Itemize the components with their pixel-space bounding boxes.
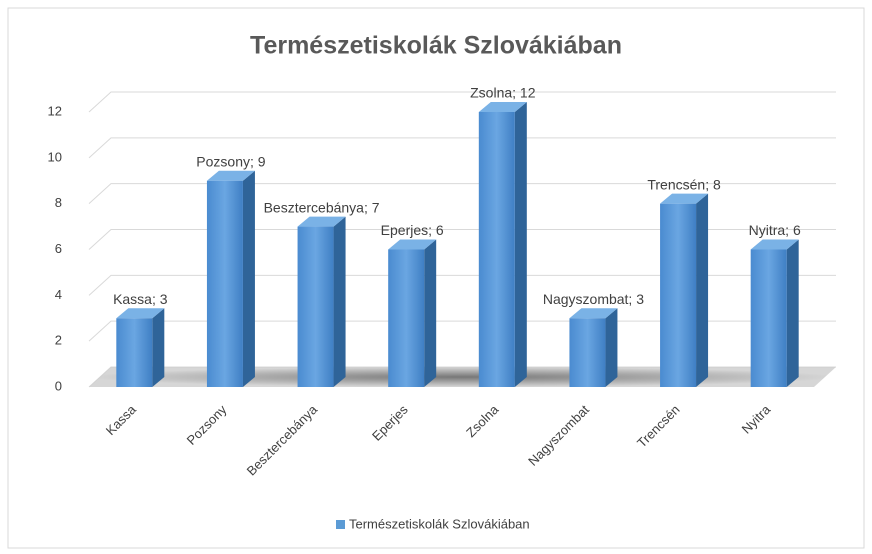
bar-top bbox=[660, 193, 709, 204]
y-tick-label: 2 bbox=[55, 333, 62, 348]
y-tick-label: 10 bbox=[48, 149, 62, 164]
bar-side bbox=[242, 170, 255, 387]
chart-title: Természetiskolák Szlovákiában bbox=[250, 32, 622, 60]
grid-line bbox=[88, 183, 836, 205]
y-tick-label: 6 bbox=[55, 241, 62, 256]
bar-side bbox=[786, 239, 799, 387]
bar-top bbox=[116, 308, 165, 319]
bar-top bbox=[388, 239, 437, 250]
bar-top bbox=[297, 216, 346, 227]
bar-side bbox=[514, 102, 527, 387]
data-label: Trencsén; 8 bbox=[647, 176, 721, 192]
bar bbox=[660, 203, 697, 387]
y-tick-label: 8 bbox=[55, 195, 62, 210]
bar bbox=[206, 180, 243, 387]
bar-side bbox=[333, 216, 346, 387]
data-label: Pozsony; 9 bbox=[196, 153, 265, 169]
y-tick-label: 4 bbox=[55, 287, 62, 302]
grid-line bbox=[88, 91, 836, 113]
data-label: Besztercebánya; 7 bbox=[264, 199, 380, 215]
bar bbox=[569, 318, 606, 387]
bar bbox=[116, 318, 153, 387]
y-tick-label: 0 bbox=[55, 378, 62, 393]
legend-swatch bbox=[336, 520, 345, 529]
data-label: Nyitra; 6 bbox=[749, 222, 801, 238]
bar bbox=[297, 226, 334, 387]
y-tick-label: 12 bbox=[48, 103, 62, 118]
data-label: Nagyszombat; 3 bbox=[543, 291, 644, 307]
grid-line bbox=[88, 137, 836, 159]
bar-side bbox=[152, 308, 165, 387]
bar-side bbox=[696, 193, 709, 387]
data-label: Kassa; 3 bbox=[113, 291, 168, 307]
data-label: Zsolna; 12 bbox=[470, 85, 536, 101]
floor-shadow bbox=[89, 367, 836, 387]
grid-line bbox=[88, 274, 836, 296]
bar bbox=[478, 112, 515, 387]
data-label: Eperjes; 6 bbox=[381, 222, 444, 238]
bar-top bbox=[206, 170, 255, 181]
bar-top bbox=[478, 102, 527, 112]
bar-top bbox=[750, 239, 799, 250]
bar-side bbox=[605, 308, 618, 387]
bar-top bbox=[569, 308, 618, 319]
bar bbox=[388, 249, 425, 387]
grid-line bbox=[88, 229, 836, 250]
bar-side bbox=[424, 239, 437, 387]
legend-label: Természetiskolák Szlovákiában bbox=[349, 516, 530, 531]
bar bbox=[750, 249, 787, 387]
